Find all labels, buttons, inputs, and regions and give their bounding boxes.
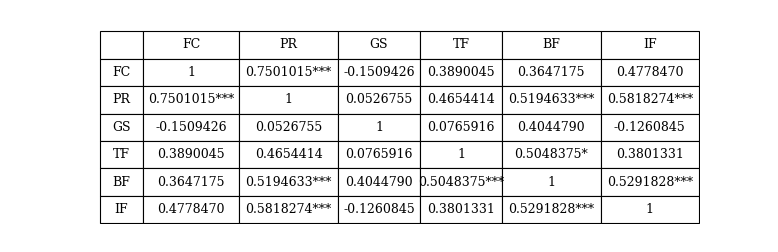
Text: PR: PR (113, 93, 131, 106)
Text: -0.1509426: -0.1509426 (156, 121, 227, 134)
Bar (143, 31, 240, 59)
Text: IF: IF (115, 203, 128, 216)
Text: 0.5291828***: 0.5291828*** (508, 203, 594, 216)
Text: 0.5048375*: 0.5048375* (514, 148, 588, 161)
Bar (420, 196, 502, 223)
Bar (420, 31, 502, 59)
Bar (240, 168, 338, 196)
Text: 0.7501015***: 0.7501015*** (148, 93, 234, 106)
Text: 0.5194633***: 0.5194633*** (508, 93, 594, 106)
Text: TF: TF (113, 148, 130, 161)
Text: -0.1260845: -0.1260845 (614, 121, 685, 134)
Text: 0.3890045: 0.3890045 (427, 66, 495, 79)
Bar (502, 196, 601, 223)
Bar (601, 31, 699, 59)
Bar (502, 59, 601, 86)
Text: 0.0526755: 0.0526755 (345, 93, 412, 106)
Text: 0.0765916: 0.0765916 (345, 148, 412, 161)
Text: 0.4654414: 0.4654414 (254, 148, 323, 161)
Bar (240, 114, 338, 141)
Bar (502, 141, 601, 168)
Bar (240, 31, 338, 59)
Bar (143, 168, 240, 196)
Text: 0.4778470: 0.4778470 (616, 66, 684, 79)
Text: BF: BF (542, 39, 560, 51)
Bar (100, 31, 143, 59)
Bar (338, 86, 420, 114)
Bar (420, 168, 502, 196)
Text: GS: GS (112, 121, 131, 134)
Bar (143, 196, 240, 223)
Bar (240, 141, 338, 168)
Text: 0.0765916: 0.0765916 (427, 121, 495, 134)
Text: 0.3647175: 0.3647175 (517, 66, 585, 79)
Bar (338, 31, 420, 59)
Text: 1: 1 (285, 93, 293, 106)
Text: 0.4778470: 0.4778470 (157, 203, 225, 216)
Text: 0.5818274***: 0.5818274*** (607, 93, 693, 106)
Text: 0.0526755: 0.0526755 (255, 121, 322, 134)
Text: 0.5291828***: 0.5291828*** (607, 176, 693, 189)
Text: IF: IF (643, 39, 657, 51)
Bar (338, 141, 420, 168)
Bar (601, 141, 699, 168)
Bar (601, 168, 699, 196)
Bar (143, 141, 240, 168)
Text: 0.3647175: 0.3647175 (157, 176, 225, 189)
Bar (338, 114, 420, 141)
Text: 0.3801331: 0.3801331 (427, 203, 495, 216)
Bar (100, 141, 143, 168)
Bar (240, 59, 338, 86)
Bar (338, 168, 420, 196)
Bar (601, 59, 699, 86)
Bar (601, 196, 699, 223)
Bar (100, 196, 143, 223)
Text: 0.5818274***: 0.5818274*** (246, 203, 331, 216)
Bar (420, 141, 502, 168)
Bar (338, 59, 420, 86)
Bar (100, 168, 143, 196)
Bar (420, 114, 502, 141)
Bar (502, 31, 601, 59)
Text: 0.5194633***: 0.5194633*** (246, 176, 332, 189)
Text: 1: 1 (548, 176, 555, 189)
Bar (143, 86, 240, 114)
Bar (100, 59, 143, 86)
Text: -0.1260845: -0.1260845 (343, 203, 415, 216)
Text: BF: BF (113, 176, 131, 189)
Text: -0.1509426: -0.1509426 (343, 66, 415, 79)
Bar (502, 114, 601, 141)
Text: 0.5048375***: 0.5048375*** (418, 176, 504, 189)
Text: TF: TF (453, 39, 470, 51)
Bar (338, 196, 420, 223)
Text: PR: PR (279, 39, 298, 51)
Bar (143, 59, 240, 86)
Bar (601, 114, 699, 141)
Bar (502, 168, 601, 196)
Text: 0.4044790: 0.4044790 (517, 121, 585, 134)
Text: 1: 1 (187, 66, 195, 79)
Text: FC: FC (113, 66, 131, 79)
Text: 0.3890045: 0.3890045 (157, 148, 225, 161)
Bar (240, 86, 338, 114)
Bar (100, 114, 143, 141)
Text: GS: GS (370, 39, 388, 51)
Bar (143, 114, 240, 141)
Text: 0.4654414: 0.4654414 (427, 93, 495, 106)
Bar (240, 196, 338, 223)
Bar (420, 86, 502, 114)
Text: 0.3801331: 0.3801331 (616, 148, 684, 161)
Bar (502, 86, 601, 114)
Text: 0.7501015***: 0.7501015*** (246, 66, 331, 79)
Text: FC: FC (182, 39, 200, 51)
Bar (420, 59, 502, 86)
Text: 1: 1 (375, 121, 383, 134)
Bar (100, 86, 143, 114)
Text: 0.4044790: 0.4044790 (345, 176, 413, 189)
Text: 1: 1 (457, 148, 465, 161)
Text: 1: 1 (646, 203, 654, 216)
Bar (601, 86, 699, 114)
